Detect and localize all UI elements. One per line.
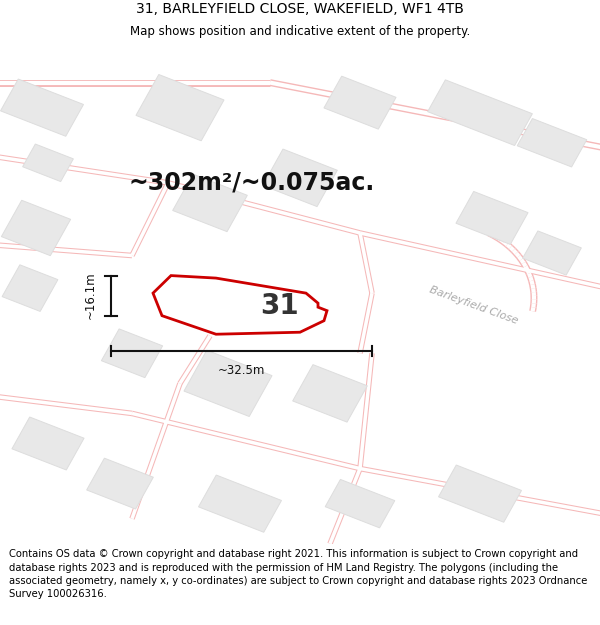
Polygon shape [1, 79, 83, 136]
Polygon shape [517, 119, 587, 167]
Polygon shape [439, 465, 521, 522]
Text: Map shows position and indicative extent of the property.: Map shows position and indicative extent… [130, 26, 470, 38]
Polygon shape [428, 80, 532, 146]
Text: Contains OS data © Crown copyright and database right 2021. This information is : Contains OS data © Crown copyright and d… [9, 549, 587, 599]
Polygon shape [523, 231, 581, 275]
Polygon shape [153, 276, 327, 334]
Polygon shape [1, 200, 71, 256]
Polygon shape [263, 149, 337, 207]
Polygon shape [173, 174, 247, 232]
Text: Barleyfield Close: Barleyfield Close [428, 285, 520, 326]
Polygon shape [2, 265, 58, 311]
Polygon shape [184, 350, 272, 416]
Polygon shape [324, 76, 396, 129]
Text: 31, BARLEYFIELD CLOSE, WAKEFIELD, WF1 4TB: 31, BARLEYFIELD CLOSE, WAKEFIELD, WF1 4T… [136, 2, 464, 16]
Text: 31: 31 [260, 292, 299, 320]
Text: ~32.5m: ~32.5m [218, 364, 265, 378]
Polygon shape [101, 329, 163, 378]
Polygon shape [293, 364, 367, 422]
Polygon shape [86, 458, 154, 509]
Polygon shape [325, 479, 395, 528]
Text: ~302m²/~0.075ac.: ~302m²/~0.075ac. [129, 171, 375, 195]
Polygon shape [456, 191, 528, 244]
Polygon shape [12, 417, 84, 470]
Polygon shape [23, 144, 73, 182]
Text: ~16.1m: ~16.1m [83, 272, 97, 319]
Polygon shape [136, 74, 224, 141]
Polygon shape [199, 475, 281, 532]
